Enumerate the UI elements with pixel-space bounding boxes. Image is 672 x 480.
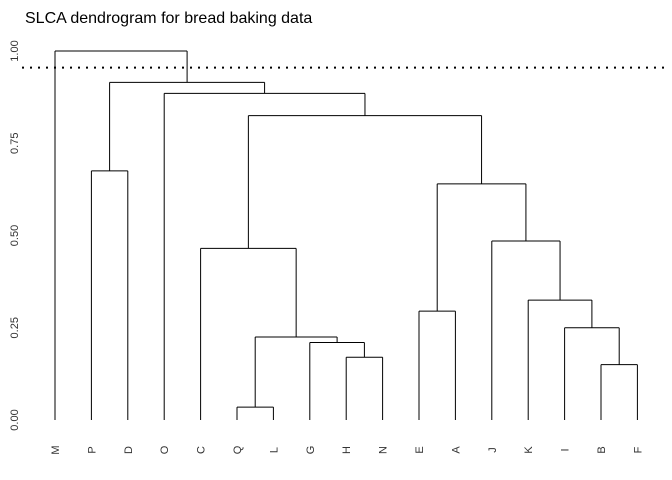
leaf-label-N: N — [378, 446, 390, 454]
leaf-label-L: L — [268, 447, 280, 453]
leaf-label-H: H — [341, 446, 353, 454]
leaf-label-K: K — [523, 446, 535, 454]
y-axis: 0.00 0.25 0.50 0.75 1.00 — [9, 40, 21, 430]
leaf-label-P: P — [86, 446, 98, 453]
leaf-label-A: A — [450, 446, 462, 454]
leaf-label-B: B — [596, 446, 608, 453]
y-tick-label: 0.00 — [9, 409, 21, 430]
leaf-label-F: F — [632, 446, 644, 453]
y-tick-label: 1.00 — [9, 40, 21, 61]
y-tick-label: 0.25 — [9, 317, 21, 338]
leaf-label-E: E — [414, 446, 426, 453]
leaf-label-J: J — [487, 447, 499, 453]
chart-title: SLCA dendrogram for bread baking data — [25, 10, 312, 27]
y-tick-label: 0.50 — [9, 225, 21, 246]
leaf-label-M: M — [50, 445, 62, 454]
leaf-label-Q: Q — [232, 445, 244, 454]
leaf-label-G: G — [305, 446, 317, 455]
dendrogram-branches — [54, 50, 638, 420]
leaf-label-D: D — [123, 446, 135, 454]
leaf-label-O: O — [159, 445, 171, 454]
leaf-label-I: I — [560, 448, 572, 451]
y-tick-label: 0.75 — [9, 133, 21, 154]
leaf-label-C: C — [196, 446, 208, 454]
